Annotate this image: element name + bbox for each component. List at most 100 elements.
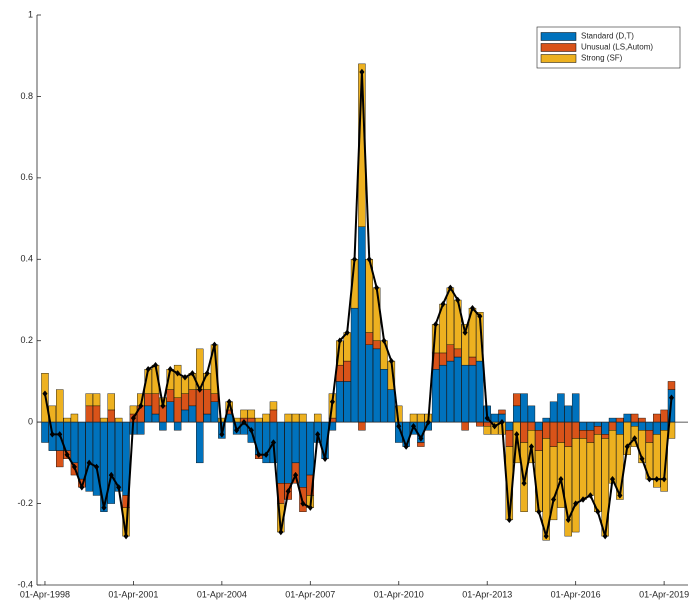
- total-marker: [366, 256, 372, 263]
- total-line-segment: [559, 478, 570, 521]
- bar: [446, 360, 455, 423]
- total-line-segment: [228, 401, 238, 431]
- total-marker: [293, 471, 299, 479]
- bar: [653, 421, 661, 435]
- bar: [358, 226, 366, 423]
- total-marker: [624, 443, 630, 450]
- total-line-segment: [161, 369, 172, 407]
- bar: [203, 413, 211, 423]
- bar: [114, 421, 123, 492]
- bar: [638, 421, 646, 431]
- x-tick-label: 01-Apr-2019: [639, 589, 689, 599]
- total-marker: [617, 492, 623, 499]
- bar: [107, 409, 116, 423]
- total-marker: [64, 451, 70, 458]
- y-tick-label: 0.8: [20, 91, 33, 101]
- total-marker: [668, 394, 675, 401]
- total-marker: [93, 463, 100, 471]
- total-line-segment: [434, 303, 444, 325]
- total-marker: [418, 435, 424, 442]
- bar: [247, 409, 256, 419]
- bar: [446, 344, 455, 362]
- total-line-segment: [95, 466, 105, 508]
- bar: [151, 393, 160, 415]
- bar: [630, 421, 639, 427]
- total-line-segment: [427, 324, 437, 423]
- total-marker: [646, 475, 652, 483]
- total-marker: [71, 463, 78, 471]
- bar: [247, 417, 256, 423]
- total-marker: [138, 402, 144, 410]
- y-tick-label: 0.4: [20, 254, 33, 264]
- total-marker: [558, 475, 564, 483]
- total-marker: [263, 451, 269, 458]
- total-marker: [256, 451, 262, 458]
- total-line-segment: [523, 446, 533, 484]
- bar: [100, 417, 108, 423]
- total-marker: [160, 402, 166, 410]
- bar: [571, 438, 580, 533]
- bar: [505, 421, 514, 431]
- bar: [535, 430, 543, 451]
- total-line-segment: [132, 405, 142, 419]
- bar: [468, 356, 477, 366]
- y-tick-label: -0.4: [17, 579, 33, 589]
- total-marker: [477, 313, 483, 320]
- total-line-segment: [198, 372, 209, 390]
- total-marker: [550, 496, 557, 503]
- bar: [372, 348, 381, 423]
- total-line-segment: [456, 299, 467, 333]
- total-line-segment: [66, 454, 76, 468]
- bar: [483, 426, 491, 435]
- bar: [542, 421, 550, 439]
- bar: [549, 421, 558, 447]
- total-marker: [514, 431, 520, 438]
- total-marker: [315, 431, 321, 438]
- total-marker: [492, 423, 498, 430]
- bar: [638, 417, 646, 423]
- total-line-segment: [390, 360, 400, 427]
- bar: [107, 393, 116, 411]
- total-marker: [602, 532, 608, 540]
- bar: [660, 421, 668, 431]
- legend-label: Standard (D,T): [581, 32, 634, 41]
- bar: [660, 430, 668, 492]
- bar: [557, 421, 565, 443]
- bar: [269, 401, 278, 411]
- total-marker: [580, 496, 586, 503]
- x-tick-label: 01-Apr-2010: [374, 589, 424, 599]
- x-tick-label: 01-Apr-2007: [285, 589, 335, 599]
- bar: [343, 360, 351, 382]
- total-line-segment: [331, 340, 341, 402]
- bar: [616, 421, 624, 435]
- bar: [645, 430, 654, 443]
- legend: Standard (D,T) Unusual (LS,Autom) Strong (…: [536, 26, 681, 69]
- bar: [608, 421, 617, 431]
- total-marker: [536, 508, 542, 515]
- bar: [454, 348, 462, 358]
- total-marker: [57, 431, 63, 438]
- total-line-segment: [117, 487, 128, 537]
- total-marker: [388, 357, 394, 365]
- total-line-segment: [508, 434, 518, 520]
- total-line-segment: [316, 434, 327, 460]
- bar: [527, 405, 536, 423]
- total-marker: [278, 528, 284, 536]
- y-tick-label: 0.6: [20, 172, 33, 182]
- bar: [454, 356, 462, 423]
- total-line-segment: [58, 434, 69, 456]
- total-line-segment: [73, 466, 83, 488]
- total-marker: [351, 256, 358, 263]
- bar: [173, 397, 182, 423]
- total-marker: [565, 516, 571, 524]
- total-marker: [484, 414, 490, 422]
- bar: [594, 434, 602, 512]
- bar: [549, 446, 558, 521]
- total-line-segment: [419, 421, 430, 439]
- bar: [601, 434, 609, 439]
- legend-swatch: [540, 54, 577, 63]
- total-line-segment: [265, 441, 275, 456]
- total-marker: [130, 414, 136, 422]
- total-marker: [499, 418, 505, 426]
- total-marker: [528, 443, 535, 450]
